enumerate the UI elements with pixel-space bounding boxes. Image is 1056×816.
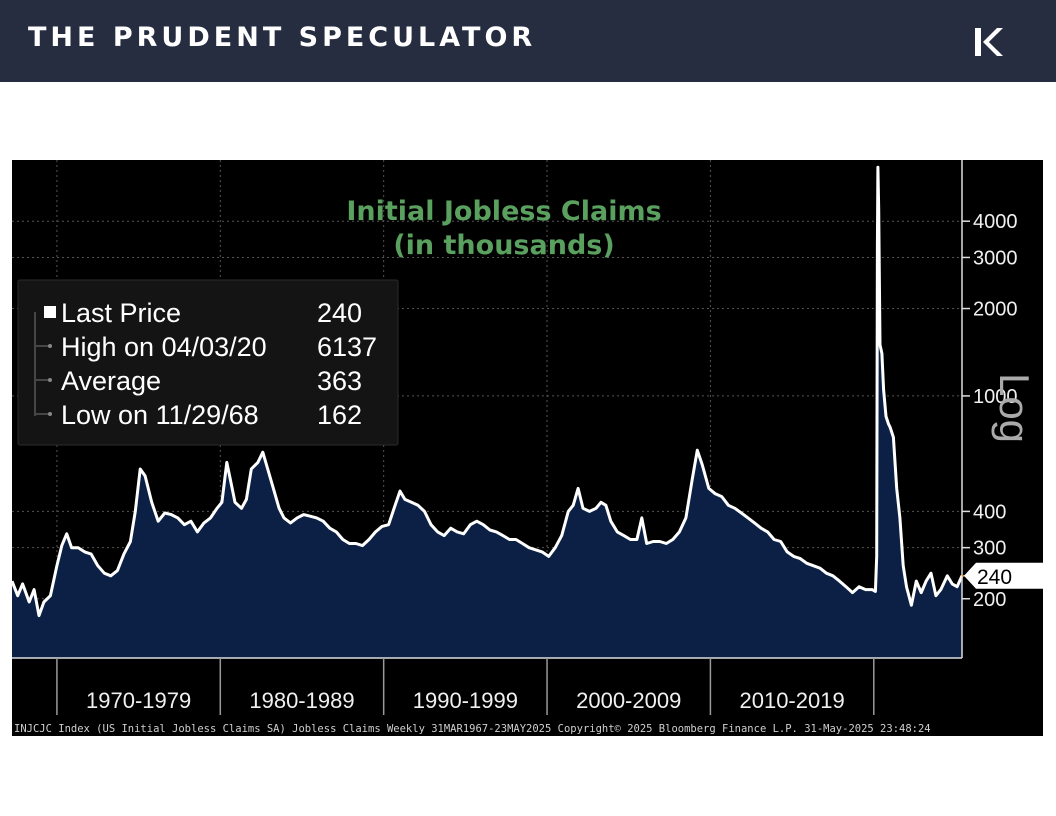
last-value-tag <box>964 562 1043 589</box>
legend-label: Low on 11/29/68 <box>61 400 259 430</box>
brand-title: THE PRUDENT SPECULATOR <box>28 22 537 53</box>
legend-value: 162 <box>317 400 362 430</box>
square-marker-icon <box>44 306 56 318</box>
x-group-label: 1990-1999 <box>413 688 518 713</box>
x-group-label: 2000-2009 <box>576 688 681 713</box>
x-group-label: 1980-1989 <box>249 688 354 713</box>
high-marker-icon <box>36 344 52 348</box>
y-tick-label: 4000 <box>973 211 1018 233</box>
x-group-label: 1970-1979 <box>86 688 191 713</box>
chart-title-line: (in thousands) <box>393 230 614 261</box>
header-banner: THE PRUDENT SPECULATOR <box>0 0 1056 82</box>
y-tick-label: 2000 <box>973 299 1018 321</box>
low-marker-icon <box>36 412 52 416</box>
legend-label: High on 04/03/20 <box>61 332 267 362</box>
jobless-claims-chart: 200 300 400 1000 2000 3000 4000 1970-1979 1980-1… <box>12 160 1043 736</box>
legend-value: 240 <box>317 298 362 328</box>
last-value-label: 240 <box>977 566 1012 589</box>
claims-line <box>12 165 964 618</box>
y-tick-label: 400 <box>973 501 1006 523</box>
chart-source-footer: INJCJC Index (US Initial Jobless Claims … <box>14 723 931 735</box>
log-scale-label: Log <box>991 373 1038 443</box>
legend-value: 6137 <box>317 332 377 362</box>
legend-label: Last Price <box>61 298 181 328</box>
y-tick-label: 300 <box>973 538 1006 560</box>
y-tick-label: 200 <box>973 589 1006 611</box>
claims-area <box>12 167 962 658</box>
legend-label: Average <box>61 366 161 396</box>
chart-title-line: Initial Jobless Claims <box>346 196 661 227</box>
prudent-speculator-logo-icon <box>975 28 1003 56</box>
legend-value: 363 <box>317 366 362 396</box>
legend-box: Last Price 240 High on 04/03/20 6137 Average… <box>17 279 399 446</box>
chart-canvas: 200 300 400 1000 2000 3000 4000 1970-1979 1980-1… <box>12 160 1043 715</box>
y-tick-label: 1000 <box>973 386 1018 408</box>
y-tick-label: 3000 <box>973 247 1018 269</box>
average-marker-icon <box>36 378 52 382</box>
x-group-label: 2010-2019 <box>739 688 844 713</box>
legend-background <box>17 279 399 446</box>
